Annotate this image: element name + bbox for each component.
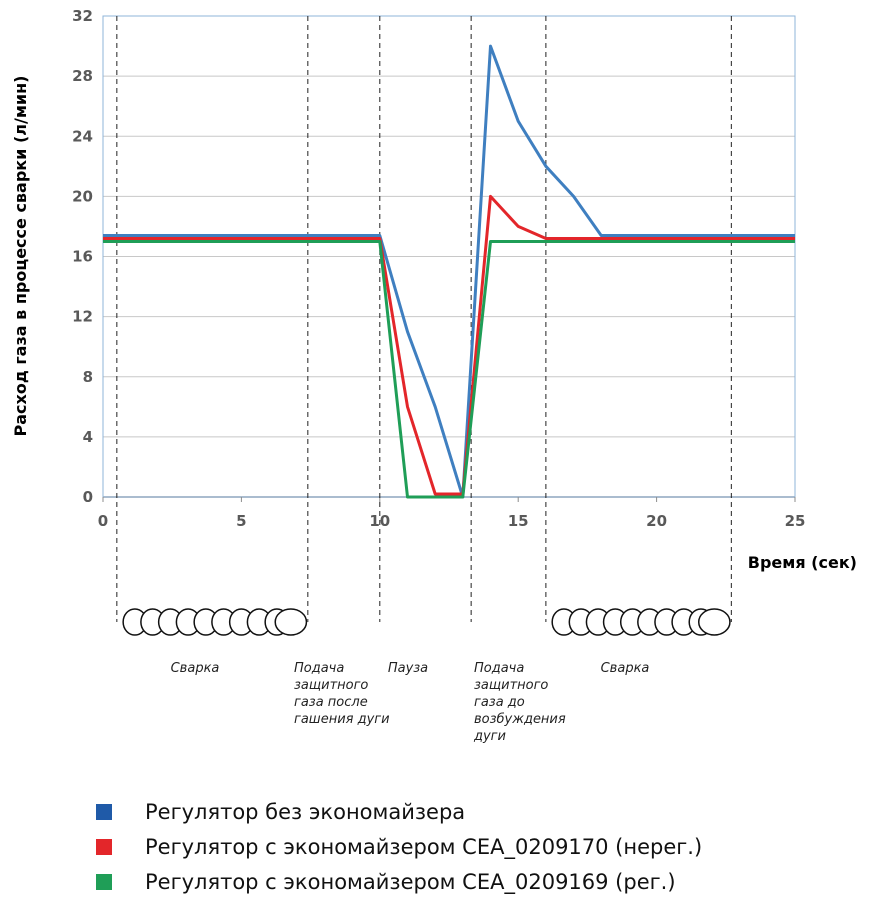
y-tick-label: 0 bbox=[83, 488, 93, 506]
x-tick-label: 5 bbox=[236, 512, 246, 530]
wire-coils bbox=[122, 608, 731, 636]
y-tick-label: 32 bbox=[72, 7, 93, 25]
x-tick-label: 0 bbox=[98, 512, 108, 530]
y-tick-label: 8 bbox=[83, 368, 93, 386]
x-tick-label: 25 bbox=[785, 512, 806, 530]
y-tick-label: 12 bbox=[72, 308, 93, 326]
wire-coil-end bbox=[697, 608, 731, 636]
x-axis: 0 5 10 15 20 25 bbox=[98, 497, 806, 530]
phase-labels: Сварка Подача защитного газа после гашения д… bbox=[171, 661, 650, 744]
legend-swatch bbox=[96, 804, 112, 820]
y-tick-label: 4 bbox=[83, 428, 93, 446]
legend-swatch bbox=[96, 839, 112, 855]
y-tick-label: 20 bbox=[72, 187, 93, 205]
legend-label: Регулятор без экономайзера bbox=[145, 800, 465, 824]
phase-label: Пауза bbox=[388, 661, 428, 676]
phase-label: Подача защитного газа до возбуждения дуги bbox=[473, 661, 566, 744]
x-tick-label: 15 bbox=[508, 512, 529, 530]
phase-label: Подача защитного газа после гашения дуги bbox=[294, 661, 390, 727]
x-axis-title: Время (сек) bbox=[748, 553, 857, 572]
series-lines bbox=[103, 44, 795, 499]
y-tick-label: 24 bbox=[72, 127, 93, 145]
y-tick-label: 28 bbox=[72, 67, 93, 85]
y-axis-title: Расход газа в процессе сварки (л/мин) bbox=[11, 76, 30, 437]
wire-coil-end bbox=[274, 608, 308, 636]
legend-label: Регулятор с экономайзером CEA_0209170 (н… bbox=[145, 835, 702, 860]
legend-swatch bbox=[96, 874, 112, 890]
phase-label: Сварка bbox=[171, 661, 220, 676]
grid bbox=[103, 15, 795, 498]
legend-label: Регулятор с экономайзером CEA_0209169 (р… bbox=[145, 870, 676, 895]
series-line-3 bbox=[103, 240, 795, 499]
legend: Регулятор без экономайзера Регулятор с эк… bbox=[96, 800, 702, 895]
x-tick-label: 20 bbox=[646, 512, 667, 530]
phase-label: Сварка bbox=[601, 661, 650, 676]
y-axis: 0 4 8 12 16 20 24 28 32 bbox=[72, 7, 93, 506]
series-line-1 bbox=[103, 44, 795, 499]
y-tick-label: 16 bbox=[72, 248, 93, 266]
phase-markers bbox=[116, 16, 732, 622]
